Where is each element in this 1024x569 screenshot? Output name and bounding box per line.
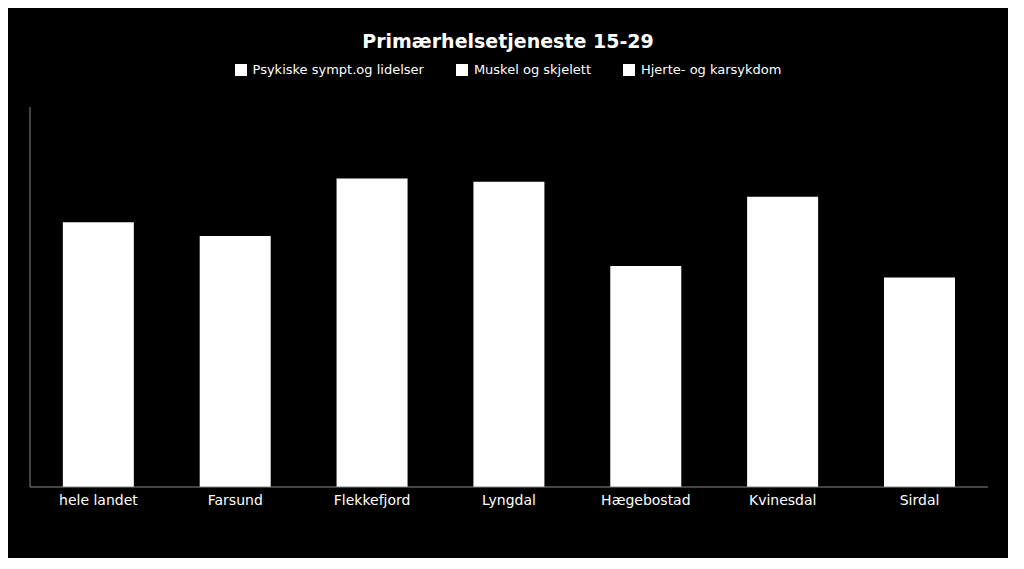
- html-text:Hjerte- og karsykdom: Hjerte- og karsykdom: [641, 62, 782, 77]
- svg-text:Lyngdal: Lyngdal: [482, 492, 536, 508]
- html-text:Psykiske sympt.og lidelser: Psykiske sympt.og lidelser: [252, 62, 424, 77]
- html-text:Primærhelsetjeneste 15-29: Primærhelsetjeneste 15-29: [362, 30, 654, 52]
- svg-text:Kvinesdal: Kvinesdal: [749, 492, 817, 508]
- html-text:Muskel og skjelett: Muskel og skjelett: [473, 62, 591, 77]
- svg-text:Sirdal: Sirdal: [900, 492, 940, 508]
- svg-text:Hægebostad: Hægebostad: [601, 492, 690, 508]
- svg-text:Flekkefjord: Flekkefjord: [334, 492, 411, 508]
- svg-text:hele landet: hele landet: [59, 492, 138, 508]
- svg-text:Farsund: Farsund: [208, 492, 263, 508]
